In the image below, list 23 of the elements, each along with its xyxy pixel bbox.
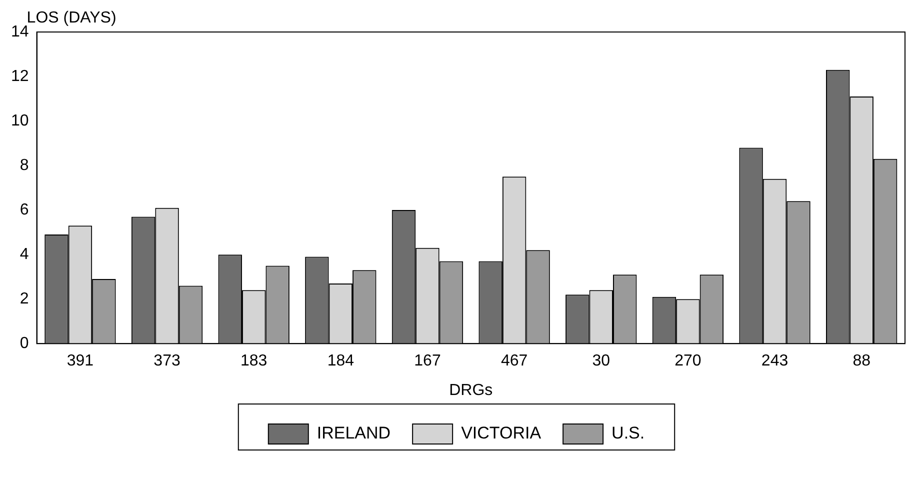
x-tick-label: 30 — [592, 352, 610, 370]
x-tick-label: 243 — [761, 352, 788, 370]
x-tick-label: 184 — [327, 352, 354, 370]
y-tick-label: 6 — [20, 201, 29, 218]
x-tick-label: 391 — [66, 352, 94, 370]
y-tick-label: 4 — [20, 246, 29, 263]
x-tick-label: 270 — [674, 352, 702, 370]
x-tick-label: 183 — [240, 352, 268, 370]
x-tick-label: 167 — [414, 352, 441, 370]
x-tick-label: 373 — [154, 352, 180, 370]
y-tick-label: 12 — [11, 68, 29, 85]
x-tick-label: 88 — [852, 352, 871, 370]
y-tick-label: 0 — [20, 335, 29, 352]
legend-label: IRELAND — [316, 424, 391, 443]
y-tick-label: 10 — [11, 112, 29, 130]
y-tick-label: 2 — [20, 290, 29, 308]
y-tick-label: 14 — [11, 23, 29, 40]
x-tick-label: 467 — [500, 352, 528, 370]
x-axis-title: DRGs — [449, 382, 493, 399]
y-axis-title: LOS (DAYS) — [26, 9, 116, 26]
legend-label: U.S. — [612, 424, 645, 443]
legend-label: VICTORIA — [461, 424, 542, 443]
y-tick-label: 8 — [20, 156, 29, 174]
